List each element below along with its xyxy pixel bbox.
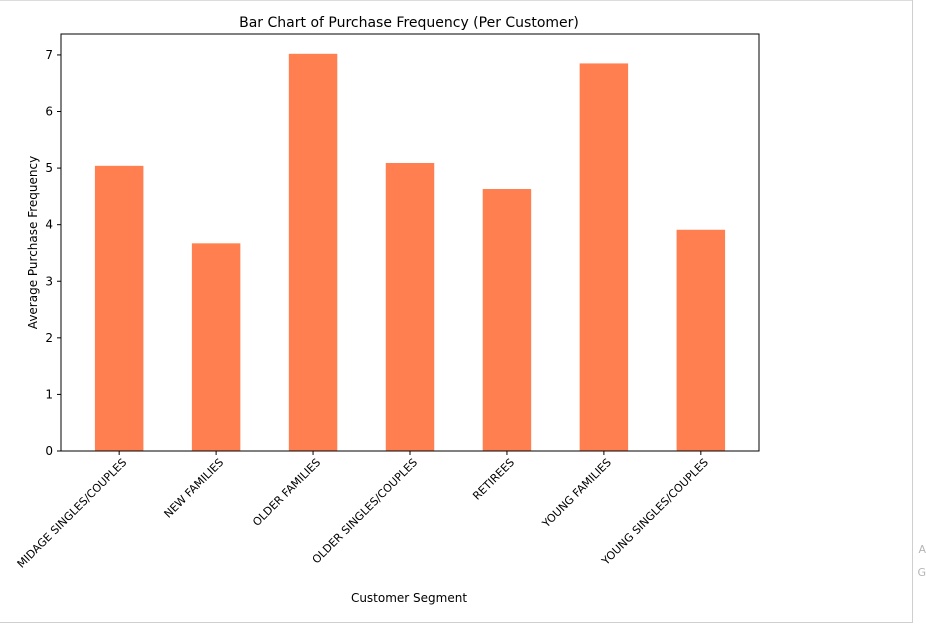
x-axis: MIDAGE SINGLES/COUPLES NEW FAMILIES OLDER …: [15, 451, 711, 571]
bar-4: [385, 163, 435, 451]
x-tick-label: YOUNG SINGLES/COUPLES: [599, 456, 711, 568]
x-tick-label: OLDER SINGLES/COUPLES: [310, 456, 420, 566]
y-tick-label: 2: [45, 331, 53, 345]
x-tick-label: RETIREES: [470, 456, 517, 503]
bar-7: [676, 229, 726, 451]
bar-5: [482, 189, 532, 452]
y-axis: 0 1 2 3 4 5 6 7: [45, 48, 61, 458]
bar-3: [288, 53, 338, 452]
output-cell-divider: [0, 0, 912, 1]
x-tick-label: OLDER FAMILIES: [250, 456, 323, 529]
chart-title: Bar Chart of Purchase Frequency (Per Cus…: [239, 15, 579, 31]
plot-frame: [60, 33, 760, 452]
x-tick-label: NEW FAMILIES: [162, 456, 227, 521]
y-axis-label: Average Purchase Frequency: [26, 156, 40, 329]
y-tick-label: 1: [45, 387, 53, 401]
x-tick-label: MIDAGE SINGLES/COUPLES: [15, 456, 130, 571]
side-hint-line-2: G: [917, 566, 926, 579]
bar-1: [94, 165, 144, 451]
y-tick-label: 3: [45, 274, 53, 288]
y-tick-label: 0: [45, 444, 53, 458]
side-hint-line-1: A: [918, 543, 926, 556]
y-tick-label: 6: [45, 105, 53, 119]
y-tick-label: 7: [45, 48, 53, 62]
bar-2: [191, 243, 241, 451]
x-axis-label: Customer Segment: [351, 591, 467, 605]
bars-group: [94, 53, 726, 452]
y-tick-label: 5: [45, 161, 53, 175]
bar-6: [579, 63, 629, 451]
x-tick-label: YOUNG FAMILIES: [539, 456, 614, 531]
y-tick-label: 4: [45, 218, 53, 232]
